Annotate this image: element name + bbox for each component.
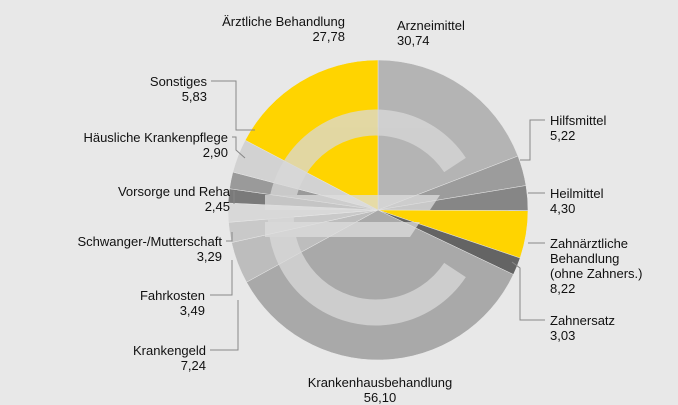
- slice-label: Sonstiges 5,83: [150, 74, 207, 104]
- leader-line: [210, 260, 233, 296]
- value-label: 2,45: [204, 199, 230, 214]
- leader-line: [226, 232, 233, 242]
- leader-line: [511, 261, 545, 321]
- slice-label: Zahnärztliche Behandlung (ohne Zahners.)…: [550, 236, 643, 296]
- slice-label: Heilmittel 4,30: [550, 186, 603, 216]
- value-label: 5,83: [181, 89, 207, 104]
- euro-icon: [265, 109, 466, 326]
- value-label: 30,74: [397, 33, 430, 48]
- value-label: 8,22: [550, 281, 576, 296]
- value-label: 3,29: [196, 249, 222, 264]
- category-name: Fahrkosten: [139, 288, 205, 303]
- category-name: Ärztliche Behandlung: [222, 14, 345, 29]
- slice-label: Schwanger-/Mutterschaft 3,29: [77, 234, 222, 264]
- category-name: Krankenhausbehandlung: [307, 375, 453, 390]
- value-label: 56,10: [363, 390, 397, 405]
- pie-slice: [377, 59, 519, 211]
- slice-label: Vorsorge und Reha 2,45: [118, 184, 230, 214]
- euro-arc: [267, 109, 466, 326]
- slice-label: Fahrkosten 3,49: [140, 288, 205, 318]
- category-name: Zahnärztliche Behandlung (ohne Zahners.): [550, 236, 643, 281]
- slice-label: Krankenhausbehandlung 56,10: [230, 375, 530, 405]
- category-name: Heilmittel: [550, 186, 604, 201]
- value-label: 27,78: [312, 29, 345, 44]
- value-label: 7,24: [180, 358, 206, 373]
- slice-label: Arzneimittel 30,74: [397, 18, 465, 48]
- category-name: Krankengeld: [133, 343, 206, 358]
- slice-label: Ärztliche Behandlung 27,78: [222, 14, 345, 44]
- leader-line: [232, 136, 246, 159]
- category-name: Vorsorge und Reha: [117, 184, 230, 199]
- value-label: 4,30: [550, 201, 576, 216]
- value-label: 3,03: [550, 328, 576, 343]
- euro-bar: [265, 222, 420, 237]
- value-label: 2,90: [202, 145, 228, 160]
- leader-line: [520, 119, 545, 161]
- value-label: 3,49: [179, 303, 205, 318]
- category-name: Sonstiges: [149, 74, 207, 89]
- slice-label: Häusliche Krankenpflege 2,90: [83, 130, 228, 160]
- pie-slice: [246, 209, 514, 361]
- leader-line: [211, 80, 255, 131]
- slice-label: Zahnersatz 3,03: [550, 313, 615, 343]
- slice-label: Hilfsmittel 5,22: [550, 113, 606, 143]
- euro-bar: [265, 195, 440, 210]
- category-name: Hilfsmittel: [550, 113, 607, 128]
- leader-line: [210, 300, 239, 351]
- category-name: Zahnersatz: [550, 313, 616, 328]
- slice-label: Krankengeld 7,24: [133, 343, 206, 373]
- category-name: Arzneimittel: [397, 18, 465, 33]
- category-name: Häusliche Krankenpflege: [83, 130, 228, 145]
- category-name: Schwanger-/Mutterschaft: [77, 234, 222, 249]
- value-label: 5,22: [550, 128, 576, 143]
